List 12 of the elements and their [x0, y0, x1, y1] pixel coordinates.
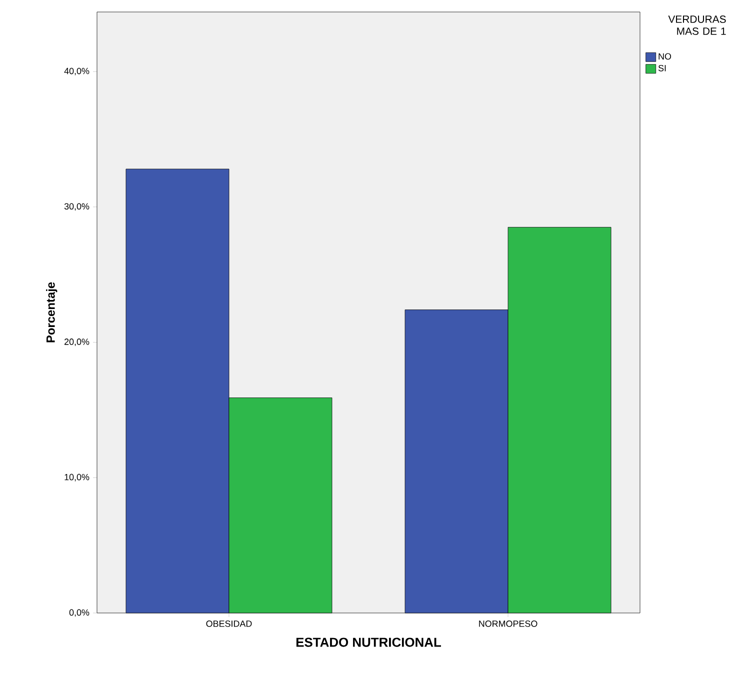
y-tick-label: 10,0%: [64, 474, 90, 482]
legend-title: VERDURAS MAS DE 1: [668, 16, 726, 35]
legend-label: SI: [658, 64, 666, 72]
y-tick-label: 0,0%: [69, 609, 90, 617]
x-axis-title: ESTADO NUTRICIONAL: [296, 638, 442, 647]
y-tick-label: 20,0%: [64, 338, 90, 346]
x-tick-label: NORMOPESO: [479, 620, 538, 627]
y-tick-label: 30,0%: [64, 203, 90, 211]
y-axis-title: Porcentaje: [46, 282, 58, 342]
legend-label: NO: [658, 53, 672, 60]
y-tick-label: 40,0%: [64, 68, 90, 76]
x-tick-label: OBESIDAD: [206, 620, 252, 627]
